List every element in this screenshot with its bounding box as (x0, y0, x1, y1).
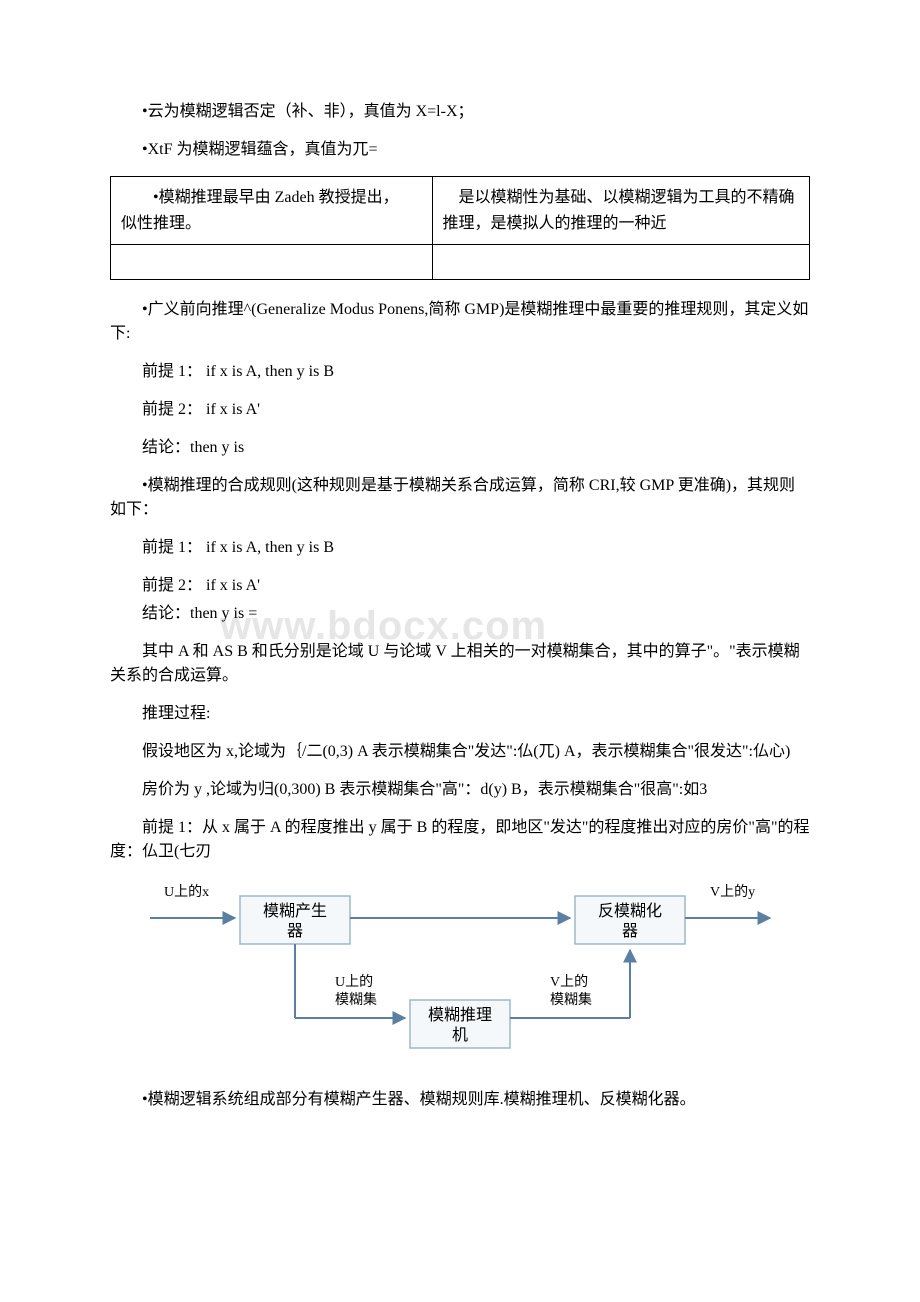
label-v-set-l1: V上的 (550, 974, 588, 990)
para-operator: 其中 A 和 AS B 和氏分别是论域 U 与论域 V 上相关的一对模糊集合，其… (110, 640, 810, 688)
fuzzy-system-diagram: U上的x V上的y 模糊产生 器 反模糊化 器 U上的 模糊集 (140, 878, 810, 1068)
label-v-y: V上的y (710, 884, 755, 900)
watermark-row: www.bdocx.com 结论：then y is = (110, 602, 810, 626)
box-engine-l2: 机 (452, 1026, 468, 1044)
table-cell-empty-left (111, 245, 433, 280)
table-cell-right: 是以模糊性为基础、以模糊逻辑为工具的不精确推理，是模拟人的推理的一种近 (432, 177, 809, 245)
box-fuzzifier-l1: 模糊产生 (263, 902, 327, 920)
para-process-title: 推理过程: (110, 702, 810, 726)
para-implication: •XtF 为模糊逻辑蕴含，真值为兀= (110, 138, 810, 162)
cri-conclusion: 结论：then y is = (110, 602, 810, 626)
label-v-set-l2: 模糊集 (550, 991, 592, 1008)
table-fuzzy-reasoning: •模糊推理最早由 Zadeh 教授提出， 似性推理。 是以模糊性为基础、以模糊逻… (110, 176, 810, 280)
label-u-set-l2: 模糊集 (335, 991, 377, 1008)
box-defuzz-l1: 反模糊化 (598, 902, 662, 920)
cri-premise1: 前提 1： if x is A, then y is B (110, 536, 810, 560)
cri-premise2: 前提 2： if x is A' (110, 574, 810, 598)
para-assume-price: 房价为 y ,论域为归(0,300) B 表示模糊集合"高"：d(y) B，表示… (110, 778, 810, 802)
label-u-x: U上的x (164, 884, 209, 900)
para-assume-region: 假设地区为 x,论域为｛/二(0,3) A 表示模糊集合"发达":仏(兀) A，… (110, 740, 810, 764)
para-premise1-desc: 前提 1：从 x 属于 A 的程度推出 y 属于 B 的程度，即地区"发达"的程… (110, 816, 810, 864)
label-u-set-l1: U上的 (335, 974, 373, 990)
gmp-premise2: 前提 2： if x is A' (110, 398, 810, 422)
box-engine-l1: 模糊推理 (428, 1006, 492, 1024)
table-cell-empty-right (432, 245, 809, 280)
box-fuzzifier-l2: 器 (287, 922, 303, 940)
gmp-premise1: 前提 1： if x is A, then y is B (110, 360, 810, 384)
cri-intro: •模糊推理的合成规则(这种规则是基于模糊关系合成运算，简称 CRI,较 GMP … (110, 474, 810, 522)
gmp-intro: •广义前向推理^(Generalize Modus Ponens,简称 GMP)… (110, 298, 810, 346)
table-cell-left: •模糊推理最早由 Zadeh 教授提出， 似性推理。 (111, 177, 433, 245)
page: •云为模糊逻辑否定（补、非），真值为 X=l-X； •XtF 为模糊逻辑蕴含，真… (0, 0, 920, 1186)
para-system-components: •模糊逻辑系统组成部分有模糊产生器、模糊规则库.模糊推理机、反模糊化器。 (110, 1088, 810, 1112)
para-negation: •云为模糊逻辑否定（补、非），真值为 X=l-X； (110, 100, 810, 124)
box-defuzz-l2: 器 (622, 922, 638, 940)
gmp-conclusion: 结论：then y is (110, 436, 810, 460)
